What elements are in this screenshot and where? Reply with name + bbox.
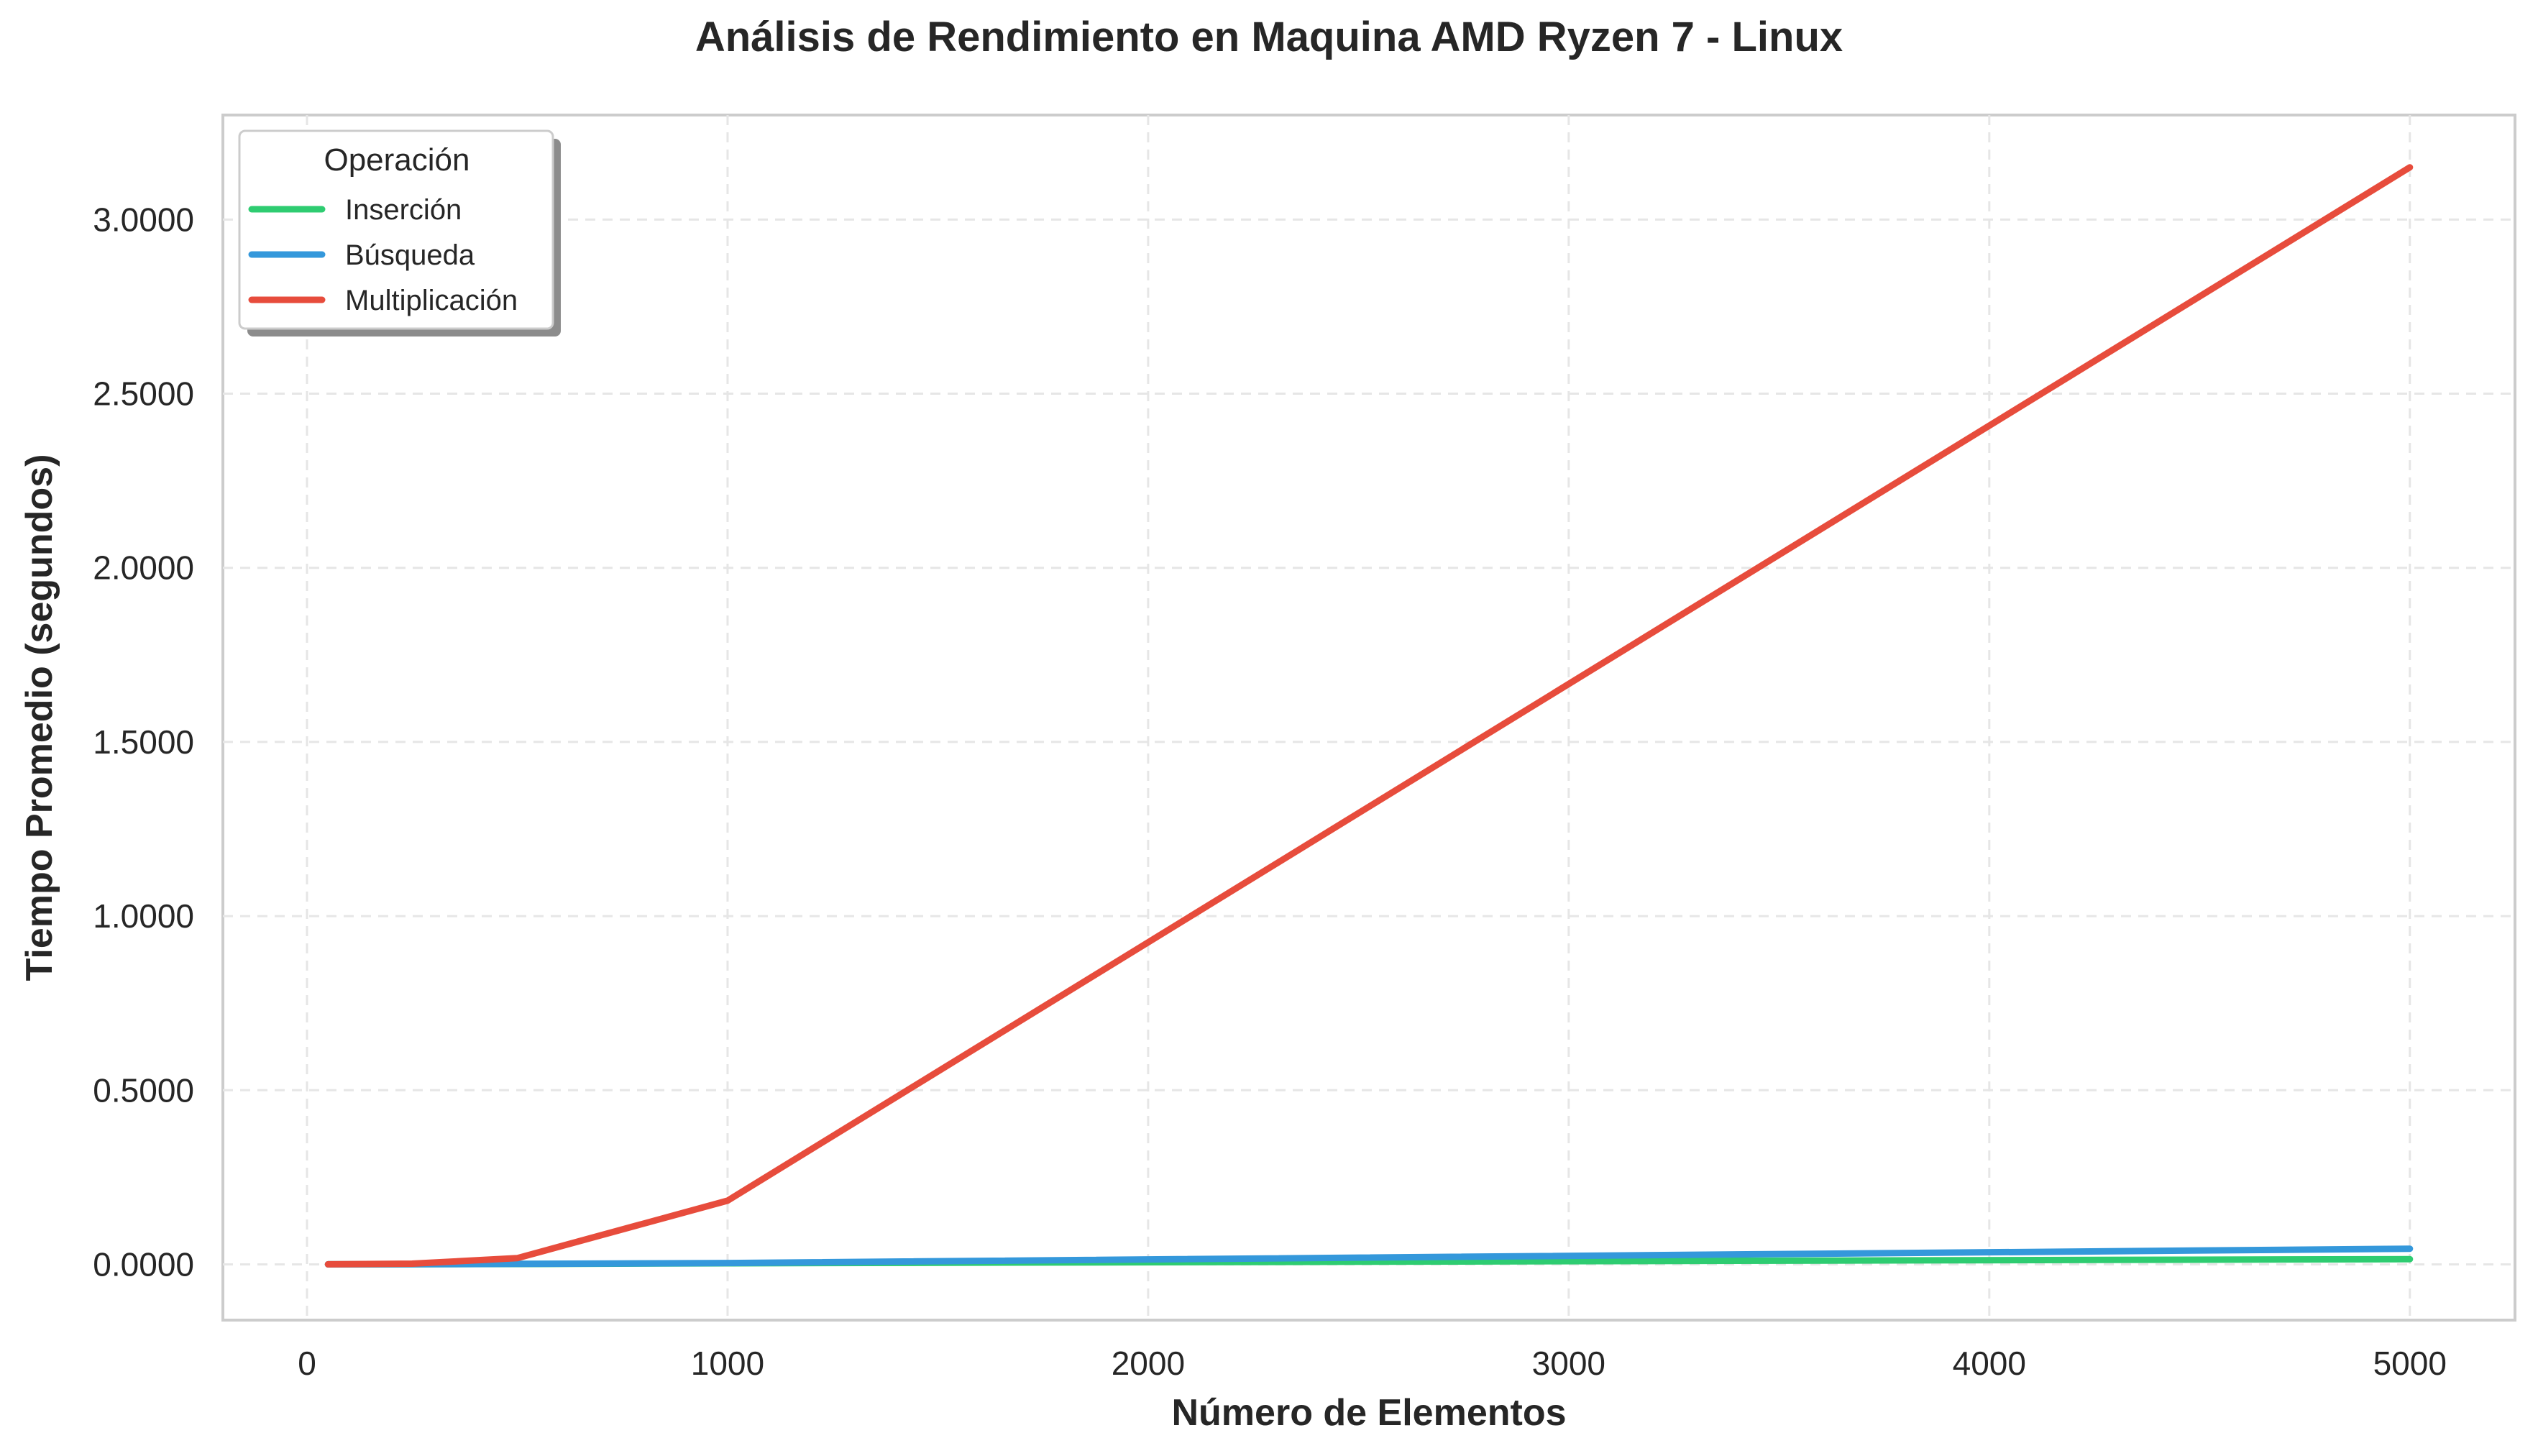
x-tick-label: 4000	[1953, 1345, 2026, 1382]
legend-title: Operación	[324, 142, 469, 178]
series-lines	[324, 164, 2414, 1268]
x-tick-label: 3000	[1532, 1345, 1605, 1382]
x-tick-label: 5000	[2373, 1345, 2447, 1382]
x-tick-label: 2000	[1112, 1345, 1185, 1382]
legend-label: Inserción	[345, 194, 462, 226]
series-line-multiplicación	[324, 164, 2414, 1268]
y-axis-label: Tiempo Promedio (segundos)	[19, 454, 60, 981]
y-axis-ticks: 0.0000 0.5000 1.0000 1.5000 2.0000 2.5000 3.00…	[93, 201, 194, 1283]
x-tick-label: 0	[298, 1345, 316, 1382]
plot-area	[221, 114, 2516, 1322]
legend-label: Multiplicación	[345, 285, 518, 316]
y-tick-label: 3.0000	[93, 201, 194, 238]
chart-title: Análisis de Rendimiento en Maquina AMD R…	[695, 14, 1843, 60]
y-tick-label: 2.0000	[93, 549, 194, 587]
legend-entries: Inserción Búsqueda Multiplicación	[248, 194, 518, 316]
legend-label: Búsqueda	[345, 239, 475, 271]
plot-frame	[221, 114, 2516, 1322]
legend: Operación Inserción Búsqueda Multiplicació…	[238, 129, 561, 336]
y-tick-label: 1.0000	[93, 897, 194, 935]
x-axis-label: Número de Elementos	[1171, 1392, 1566, 1434]
y-tick-label: 0.0000	[93, 1245, 194, 1283]
legend-box	[238, 129, 554, 330]
y-tick-label: 2.5000	[93, 375, 194, 413]
x-axis-ticks: 0 1000 2000 3000 4000 5000	[298, 1345, 2447, 1382]
y-tick-label: 0.5000	[93, 1071, 194, 1109]
x-tick-label: 1000	[691, 1345, 764, 1382]
y-tick-label: 1.5000	[93, 723, 194, 761]
